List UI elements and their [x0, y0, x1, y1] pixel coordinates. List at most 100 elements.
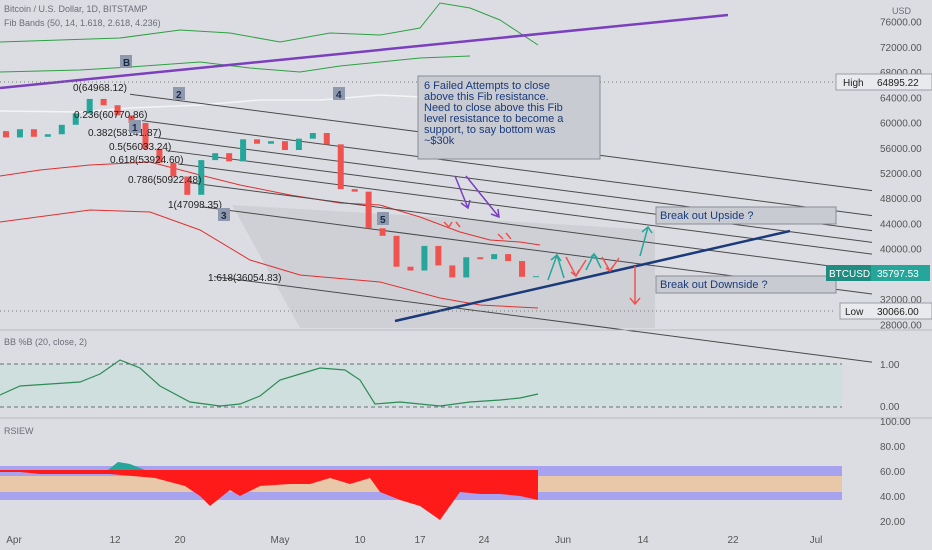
fib-label-1: 1(47098.35) [168, 200, 222, 211]
svg-text:30066.00: 30066.00 [877, 307, 919, 318]
price-tick: 40000.00 [880, 245, 922, 256]
support-trendline [394, 229, 791, 323]
candle-body [128, 115, 135, 123]
band-upper-outer [0, 2, 539, 46]
price-tick: 48000.00 [880, 194, 922, 205]
bbpct-title: BB %B (20, close, 2) [4, 337, 87, 347]
candles [3, 98, 539, 278]
time-tick: Jun [555, 535, 571, 546]
price-tick: 32000.00 [880, 295, 922, 306]
candle-body [505, 254, 512, 262]
time-tick: Jul [810, 535, 823, 546]
candle-body [212, 153, 219, 161]
upper-trendline [0, 13, 729, 90]
bbpct-band-fill [0, 364, 842, 407]
high-label: High 64895.22 [835, 73, 932, 91]
bbpct-pane: BB %B (20, close, 2) 1.00 0.00 [0, 337, 900, 413]
candle-body [449, 265, 456, 278]
band-upper-inner [0, 55, 471, 73]
svg-text:64895.22: 64895.22 [877, 78, 919, 89]
price-tick: 56000.00 [880, 144, 922, 155]
candle-body [421, 245, 428, 271]
wave-label-b: B [123, 58, 130, 69]
candle-body [16, 129, 23, 138]
candle-body [463, 257, 470, 278]
red-arrow-1 [565, 256, 587, 278]
svg-text:Low: Low [845, 307, 864, 318]
candle-body [519, 261, 526, 277]
low-label: Low 30066.00 [839, 302, 932, 320]
indicator-title: Fib Bands (50, 14, 1.618, 2.618, 4.236) [4, 18, 161, 28]
rsiew-pane: RSIEW 100.00 80.00 60.00 40.00 20.00 [0, 417, 911, 528]
time-tick: May [271, 535, 290, 546]
candle-body [240, 139, 247, 162]
wave-label-5: 5 [380, 215, 386, 226]
candle-body [281, 141, 288, 151]
price-tick: 60000.00 [880, 119, 922, 130]
candle-body [86, 98, 93, 114]
time-tick: 22 [727, 535, 739, 546]
fib-label-0786: 0.786(50922.48) [128, 175, 201, 186]
band-mid [0, 94, 471, 113]
last-price-label: BTCUSD 35797.53 [826, 265, 930, 281]
upside-text: Break out Upside ? [660, 210, 754, 222]
fib-bands [0, 2, 541, 309]
fib-line [189, 182, 873, 272]
resistance-callout: 6 Failed Attempts to close above this Fib… [417, 75, 601, 160]
candle-body [477, 257, 484, 260]
time-tick: 14 [637, 535, 649, 546]
red-arrow-down [629, 266, 641, 306]
candle-body [184, 176, 191, 195]
downside-text: Break out Downside ? [660, 279, 768, 291]
bbpct-line [0, 359, 539, 407]
wave-label-3: 3 [221, 211, 227, 222]
teal-arrow-1 [547, 252, 565, 281]
wave-labels: B 2 4 1 3 5 [120, 55, 389, 226]
fib-label-0618: 0.618(53924.60) [110, 155, 183, 166]
candle-body [491, 254, 498, 260]
fib-labels: 0(64968.12) 0.236(60770.86) 0.382(58141.… [73, 83, 281, 284]
candle-body [44, 134, 51, 137]
candle-body [156, 148, 163, 163]
rsiew-red-area [0, 470, 538, 520]
chart-title: Bitcoin / U.S. Dollar, 1D, BITSTAMP [4, 4, 147, 14]
bbpct-tick-1: 1.00 [880, 360, 900, 371]
fib-line [165, 150, 873, 243]
candle-body [72, 113, 79, 125]
candle-body [198, 160, 205, 195]
candle-body [100, 98, 107, 106]
time-tick: Apr [6, 535, 22, 546]
price-tick: 72000.00 [880, 43, 922, 54]
fib-label-0: 0(64968.12) [73, 83, 127, 94]
fib-line [213, 276, 873, 363]
rsiew-tick-40: 40.00 [880, 492, 905, 503]
rsiew-tick-80: 80.00 [880, 442, 905, 453]
candle-body [226, 153, 233, 162]
candle-body [30, 129, 37, 137]
wave-label-b-box [120, 55, 132, 68]
shaded-region [232, 205, 655, 328]
wave-label-1: 1 [132, 123, 138, 134]
wave-label-4: 4 [336, 90, 342, 101]
time-tick: 24 [478, 535, 490, 546]
teal-arrow-2 [585, 252, 602, 271]
candle-body [323, 133, 330, 145]
upside-callout: Break out Upside ? [655, 206, 837, 225]
candle-body [533, 276, 539, 278]
candle-body [58, 124, 65, 135]
candle-body [435, 245, 442, 266]
candle-body [351, 189, 358, 192]
time-axis[interactable]: Apr 12 20 May 10 17 24 Jun 14 22 Jul [6, 535, 822, 546]
svg-text:35797.53: 35797.53 [877, 269, 919, 280]
price-tick: 44000.00 [880, 219, 922, 230]
candle-body [3, 131, 9, 138]
candle-body [254, 139, 261, 144]
svg-text:High: High [843, 78, 864, 89]
candle-body [365, 191, 372, 229]
wave-label-2: 2 [176, 90, 182, 101]
price-tick: 28000.00 [880, 320, 922, 331]
resistance-callout-text: 6 Failed Attempts to close above this Fib… [424, 80, 564, 147]
time-tick: 17 [414, 535, 426, 546]
candle-body [393, 235, 400, 267]
